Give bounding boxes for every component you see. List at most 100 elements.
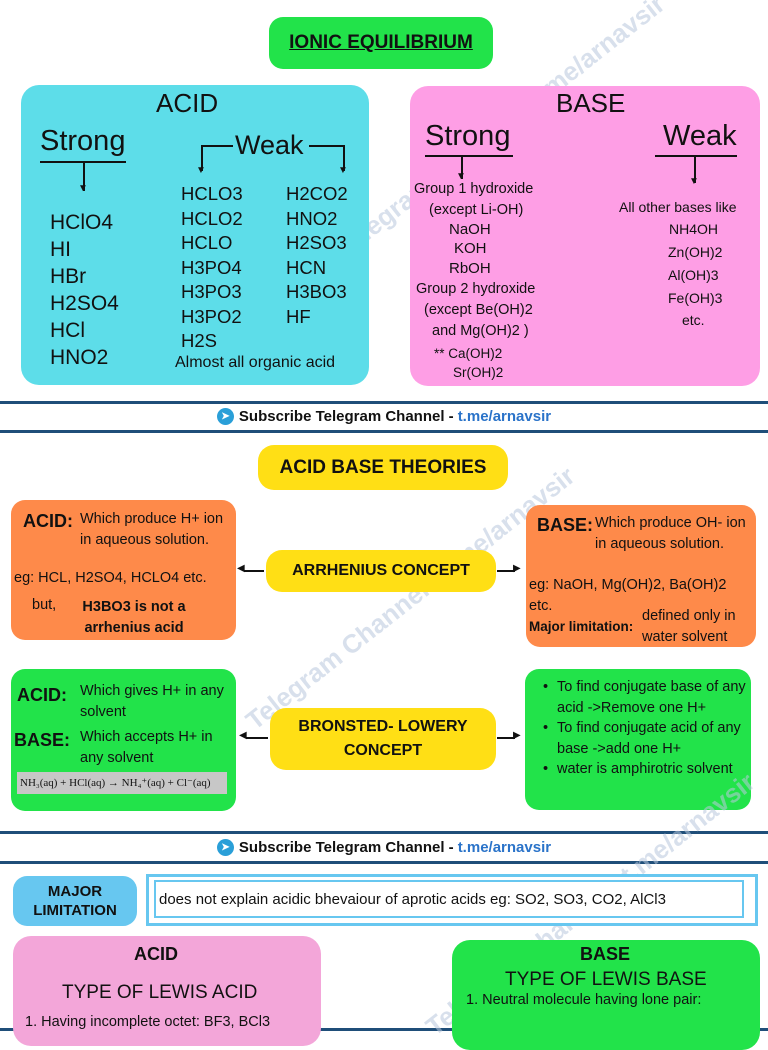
arrhenius-concept: ARRHENIUS CONCEPT <box>266 550 496 592</box>
arrhenius-limit-text: defined only in water solvent <box>642 608 736 645</box>
acid-box: ACID Strong ▼ Weak ▼ ▼ HClO4 HI HBr H2SO… <box>21 85 369 385</box>
acid-strong-list: HClO4 HI HBr H2SO4 HCl HNO2 <box>50 209 119 371</box>
base-weak-item: etc. <box>682 312 705 328</box>
list-item: HCN <box>286 256 327 278</box>
list-item: HF <box>286 305 311 327</box>
base-strong-arrow <box>461 157 463 179</box>
telegram-icon: ➤ <box>216 407 234 425</box>
base-strong-item: Sr(OH)2 <box>453 365 504 380</box>
theories-title-text: ACID BASE THEORIES <box>279 456 487 478</box>
base-weak-arrow <box>694 157 696 183</box>
acid-weak-right-arrowhead: ▼ <box>338 165 348 176</box>
bronsted-right-box: To find conjugate base of any acid ->Rem… <box>525 669 751 810</box>
acid-strong-underline <box>40 161 126 163</box>
acid-strong-label: Strong <box>40 125 126 157</box>
base-strong-item: KOH <box>454 240 487 257</box>
arrhenius-acid-box: ACID: Which produce H+ ion in aqueous so… <box>11 500 236 640</box>
base-weak-arrowhead: ▼ <box>689 176 699 187</box>
list-item: HCLO <box>181 232 233 253</box>
lewis-acid-heading: ACID <box>134 944 178 964</box>
acid-weak-right-line <box>309 145 345 147</box>
base-strong-item: (except Li-OH) <box>429 202 524 218</box>
arrow-right-line <box>497 570 515 572</box>
list-item: HCl <box>50 319 85 342</box>
subscribe-link[interactable]: t.me/arnavsir <box>457 838 552 856</box>
list-item: HBr <box>50 265 87 288</box>
arrhenius-base-label: BASE: <box>537 515 594 535</box>
limitation-inner <box>154 880 744 918</box>
lewis-base-item: 1. Neutral molecule having lone pair: <box>466 992 702 1008</box>
arrow-left-line <box>246 737 268 739</box>
acid-weak-list-1: HCLO3 HCLO2 HCLO H3PO4 H3PO3 H3PO2 H2S <box>181 182 243 354</box>
list-item: HCLO2 <box>181 207 243 229</box>
list-item: To find conjugate acid of any base ->add… <box>541 718 746 759</box>
lewis-base-type: TYPE OF LEWIS BASE <box>505 969 707 990</box>
bronsted-base-label: BASE: <box>14 730 71 750</box>
list-item: HNO2 <box>50 346 109 369</box>
bronsted-equation: NH₃(aq) + HCl(aq) → NH₄⁺(aq) + Cl⁻(aq) <box>17 772 227 794</box>
list-item: H3PO2 <box>181 305 242 327</box>
subscribe-banner[interactable]: ➤ Subscribe Telegram Channel - t.me/arna… <box>0 402 768 430</box>
base-weak-underline <box>655 155 737 157</box>
lewis-base-heading: BASE <box>580 944 631 964</box>
list-item: HClO4 <box>50 211 114 234</box>
lewis-acid-box: ACID TYPE OF LEWIS ACID 1. Having incomp… <box>13 936 321 1046</box>
arrow-right-head: ▶ <box>513 730 521 741</box>
base-strong-item: RbOH <box>449 260 491 277</box>
arrhenius-acid-but: but, <box>32 597 57 613</box>
major-limitation-text: MAJOR LIMITATION <box>33 883 117 919</box>
base-strong-item: (except Be(OH)2 <box>424 302 533 318</box>
base-strong-item: Group 2 hydroxide <box>416 281 536 297</box>
lewis-acid-item: 1. Having incomplete octet: BF3, BCl3 <box>25 1014 271 1030</box>
list-item: H3PO3 <box>181 281 242 302</box>
arrow-left-head: ◀ <box>239 730 247 741</box>
list-item: HCLO3 <box>181 183 243 204</box>
base-weak-item: Zn(OH)2 <box>668 244 723 260</box>
base-weak-item: All other bases like <box>619 199 737 215</box>
base-weak-label: Weak <box>663 120 737 152</box>
limitation-box: does not explain acidic bhevaiour of apr… <box>146 874 758 926</box>
list-item: H2SO4 <box>50 292 119 315</box>
arrow-right-line <box>497 737 515 739</box>
acid-strong-arrow <box>83 163 85 191</box>
subscribe-banner[interactable]: ➤ Subscribe Telegram Channel - t.me/arna… <box>0 833 768 861</box>
acid-strong-arrowhead: ▼ <box>78 183 88 194</box>
arrhenius-concept-text: ARRHENIUS CONCEPT <box>292 562 470 579</box>
list-item: water is amphirotric solvent <box>541 759 746 780</box>
base-strong-item: NaOH <box>449 221 491 238</box>
subscribe-link[interactable]: t.me/arnavsir <box>457 407 552 425</box>
arrhenius-acid-eg: eg: HCL, H2SO4, HCLO4 etc. <box>14 570 207 586</box>
acid-weak-left-line <box>201 145 233 147</box>
arrhenius-limit-label: Major limitation: <box>529 619 634 634</box>
arrhenius-base-eg: eg: NaOH, Mg(OH)2, Ba(OH)2 etc. <box>529 577 727 614</box>
acid-heading: ACID <box>156 88 219 118</box>
base-strong-item: ** Ca(OH)2 <box>434 346 503 361</box>
list-item: HI <box>50 238 71 261</box>
theories-title: ACID BASE THEORIES <box>258 445 508 490</box>
arrhenius-base-box: BASE: Which produce OH- ion in aqueous s… <box>526 505 756 647</box>
base-strong-underline <box>425 155 513 157</box>
list-item: HNO2 <box>286 207 338 229</box>
lewis-acid-type: TYPE OF LEWIS ACID <box>62 982 258 1003</box>
list-item: H3PO4 <box>181 256 242 278</box>
bronsted-points: To find conjugate base of any acid ->Rem… <box>541 677 746 780</box>
base-heading: BASE <box>556 88 626 118</box>
bronsted-acid-text: Which gives H+ in any solvent <box>80 683 224 720</box>
bronsted-left-box: ACID: Which gives H+ in any solvent BASE… <box>11 669 236 811</box>
bronsted-concept: BRONSTED- LOWERY CONCEPT <box>270 708 496 770</box>
acid-weak-left-down <box>201 145 203 171</box>
bronsted-concept-text: BRONSTED- LOWERY CONCEPT <box>298 718 468 759</box>
subscribe-text: Subscribe Telegram Channel - <box>238 838 454 856</box>
bronsted-base-text: Which accepts H+ in any solvent <box>80 729 213 766</box>
list-item: H2S <box>181 330 217 351</box>
arrhenius-acid-label: ACID: <box>23 511 73 531</box>
list-item: To find conjugate base of any acid ->Rem… <box>541 677 746 718</box>
arrhenius-base-text: Which produce OH- ion in aqueous solutio… <box>595 515 746 552</box>
base-strong-arrowhead: ▼ <box>456 171 466 182</box>
limitation-text: does not explain acidic bhevaiour of apr… <box>159 891 666 908</box>
list-item: H3BO3 <box>286 281 347 302</box>
lewis-base-box: BASE TYPE OF LEWIS BASE 1. Neutral molec… <box>452 940 760 1050</box>
arrow-left-line <box>244 570 264 572</box>
telegram-icon: ➤ <box>216 838 234 856</box>
base-box: BASE Strong ▼ Weak ▼ Group 1 hydroxide (… <box>410 86 760 386</box>
